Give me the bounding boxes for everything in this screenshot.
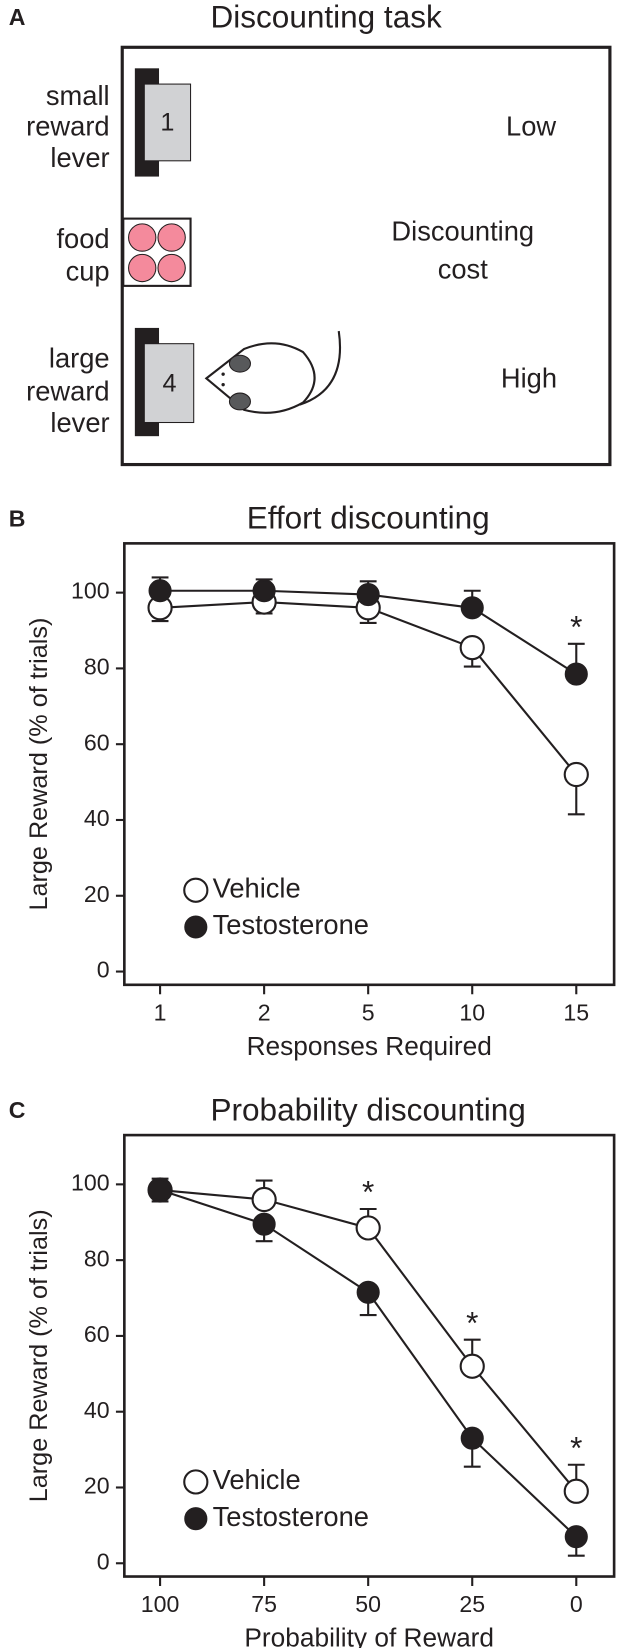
- chart-title: Effort discounting: [247, 500, 490, 536]
- data-point: [148, 579, 172, 603]
- data-point: [251, 1186, 277, 1213]
- pellet: [157, 253, 186, 283]
- rat-eye: [221, 382, 225, 387]
- panel-label: A: [9, 4, 26, 30]
- y-tick-label: 0: [97, 957, 110, 983]
- data-point: [460, 1426, 484, 1450]
- x-tick-label: 100: [141, 1591, 180, 1617]
- cost-label: Low: [506, 110, 556, 141]
- y-axis-label: Large Reward (% of trials): [25, 618, 53, 911]
- x-tick-label: 10: [459, 999, 485, 1025]
- label-line: reward: [26, 375, 110, 406]
- significance-marker: *: [570, 1429, 582, 1465]
- data-point: [252, 579, 276, 603]
- panel-chart: C Probability discounting 0 20 40 60 80 100 100 7…: [9, 1091, 616, 1648]
- data-point: [252, 1212, 276, 1236]
- series-line: [160, 601, 578, 776]
- x-tick-label: 75: [251, 1591, 277, 1617]
- rat-ear: [228, 354, 251, 373]
- legend-marker: [183, 1469, 209, 1495]
- data-point: [564, 662, 588, 686]
- pellet: [157, 223, 186, 252]
- label-line: lever: [50, 142, 109, 173]
- data-point: [563, 1478, 589, 1504]
- y-tick-label: 40: [84, 1397, 110, 1423]
- x-tick-label: 0: [570, 1591, 583, 1617]
- y-axis-label: Large Reward (% of trials): [25, 1209, 53, 1502]
- cost-label: Discounting: [391, 216, 534, 247]
- label-line: large: [49, 343, 110, 374]
- legend-marker: [183, 877, 209, 903]
- rat-body: [204, 342, 316, 414]
- small-lever: [143, 83, 192, 162]
- data-point: [355, 1215, 381, 1241]
- data-point: [459, 634, 485, 661]
- rat-ear: [228, 392, 251, 411]
- legend-marker: [184, 915, 208, 939]
- label-line: food: [56, 223, 109, 254]
- data-point: [356, 582, 380, 607]
- lever-number: 4: [163, 369, 177, 397]
- panel-title: Discounting task: [211, 0, 442, 34]
- pellet: [128, 223, 157, 252]
- x-axis-label: Responses Required: [247, 1031, 492, 1061]
- y-tick-label: 100: [71, 1169, 110, 1195]
- legend-label: Testosterone: [213, 909, 369, 940]
- rat-eye: [221, 372, 225, 376]
- label-line: small: [46, 80, 110, 111]
- x-tick-label: 15: [563, 999, 589, 1025]
- x-tick-label: 5: [362, 999, 375, 1025]
- x-tick-label: 25: [459, 1591, 485, 1617]
- data-point: [460, 596, 484, 620]
- data-point: [148, 1178, 172, 1202]
- x-tick-label: 50: [355, 1591, 381, 1617]
- panel-label: C: [9, 1097, 26, 1123]
- data-point: [563, 761, 589, 788]
- significance-marker: *: [362, 1174, 374, 1210]
- lever-number: 1: [160, 109, 174, 137]
- cost-label: cost: [438, 253, 489, 284]
- data-point: [459, 1353, 485, 1379]
- rat-tail: [299, 330, 341, 406]
- label-line: reward: [26, 110, 110, 141]
- y-tick-label: 60: [84, 1321, 110, 1347]
- chart-title: Probability discounting: [211, 1091, 526, 1127]
- legend-marker: [184, 1507, 208, 1531]
- panel-chart: B Effort discounting 0 20 40 60 80 100 1 2 5 10 15 Re…: [9, 500, 616, 1061]
- cost-label: High: [501, 363, 557, 394]
- y-tick-label: 40: [84, 805, 110, 831]
- label-line: cup: [66, 255, 110, 286]
- label-line: lever: [50, 407, 109, 438]
- pellet: [128, 253, 157, 283]
- y-tick-label: 0: [97, 1548, 110, 1574]
- large-lever: [143, 343, 195, 424]
- y-tick-label: 20: [84, 881, 110, 907]
- x-tick-label: 2: [258, 999, 271, 1025]
- legend-label: Vehicle: [213, 1464, 301, 1495]
- y-tick-label: 60: [84, 729, 110, 755]
- panel-label: B: [9, 505, 26, 531]
- x-tick-label: 1: [154, 999, 167, 1025]
- y-tick-label: 80: [84, 654, 110, 680]
- panel-a: A Discounting task 1 4 small reward leve…: [9, 0, 612, 467]
- data-point: [564, 1525, 588, 1549]
- significance-marker: *: [570, 608, 582, 644]
- y-tick-label: 80: [84, 1245, 110, 1271]
- y-tick-label: 20: [84, 1473, 110, 1499]
- x-axis-label: Probability of Reward: [244, 1623, 494, 1648]
- y-tick-label: 100: [71, 578, 110, 604]
- legend-label: Testosterone: [213, 1501, 369, 1532]
- legend-label: Vehicle: [213, 872, 301, 903]
- significance-marker: *: [466, 1304, 478, 1340]
- data-point: [356, 1280, 380, 1304]
